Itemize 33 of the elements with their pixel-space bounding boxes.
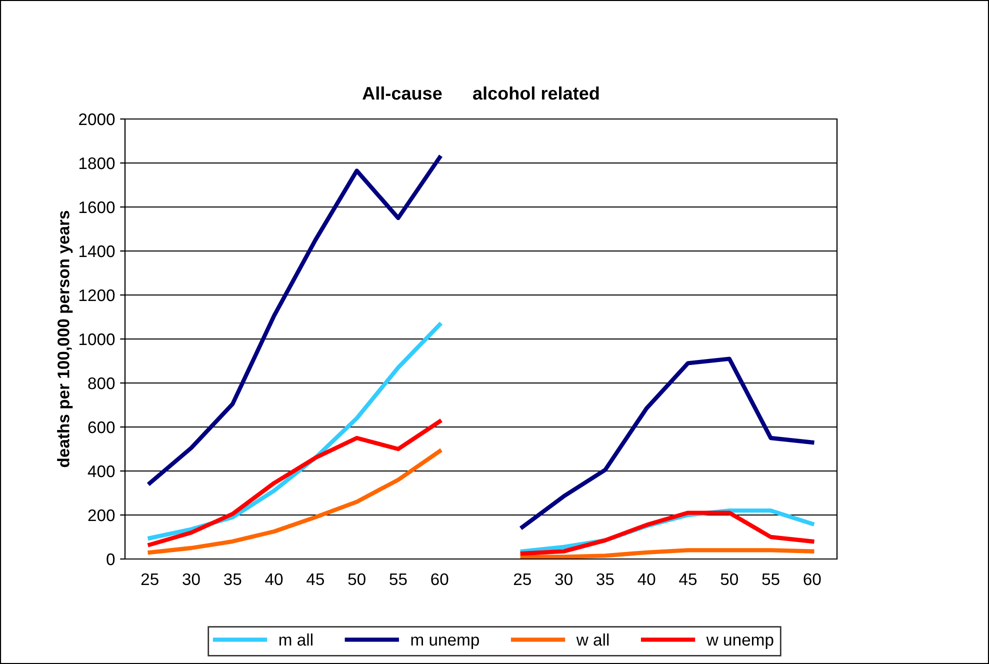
y-tick-label: 2000 <box>79 113 115 126</box>
y-tick-label: 1800 <box>79 157 115 170</box>
x-tick-label: 30 <box>182 573 200 586</box>
y-tick-label: 200 <box>88 509 115 522</box>
y-tick-label: 600 <box>88 421 115 434</box>
y-tick-label: 800 <box>88 377 115 390</box>
x-tick-label: 60 <box>431 573 448 586</box>
x-tick-label: 45 <box>679 574 697 586</box>
x-tick-label: 45 <box>306 574 324 586</box>
x-tick-label: 50 <box>720 573 738 586</box>
chart-title: All-cause alcohol related <box>362 86 599 100</box>
x-tick-label: 35 <box>596 573 614 586</box>
legend-label: w unemp <box>706 636 774 649</box>
x-tick-label: 30 <box>555 573 572 586</box>
legend-label: m unemp <box>411 636 479 649</box>
x-tick-label: 55 <box>390 574 407 586</box>
y-tick-label: 400 <box>88 465 115 478</box>
y-tick-label: 1600 <box>79 201 115 214</box>
x-tick-label: 35 <box>224 573 242 586</box>
x-tick-label: 50 <box>348 573 366 586</box>
y-tick-label: 1400 <box>79 245 115 258</box>
legend-label: m all <box>279 633 312 646</box>
x-tick-label: 40 <box>638 573 656 586</box>
x-tick-label: 25 <box>514 573 531 586</box>
x-tick-label: 60 <box>804 573 821 586</box>
y-axis-title: deaths per 100,000 person years <box>57 210 73 468</box>
legend-label: w all <box>576 633 609 646</box>
x-tick-label: 25 <box>141 573 158 586</box>
x-tick-label: 40 <box>265 573 283 586</box>
y-tick-label: 0 <box>106 553 115 566</box>
y-tick-label: 1000 <box>79 333 115 346</box>
y-tick-label: 1200 <box>79 289 115 302</box>
x-tick-label: 55 <box>762 574 780 586</box>
